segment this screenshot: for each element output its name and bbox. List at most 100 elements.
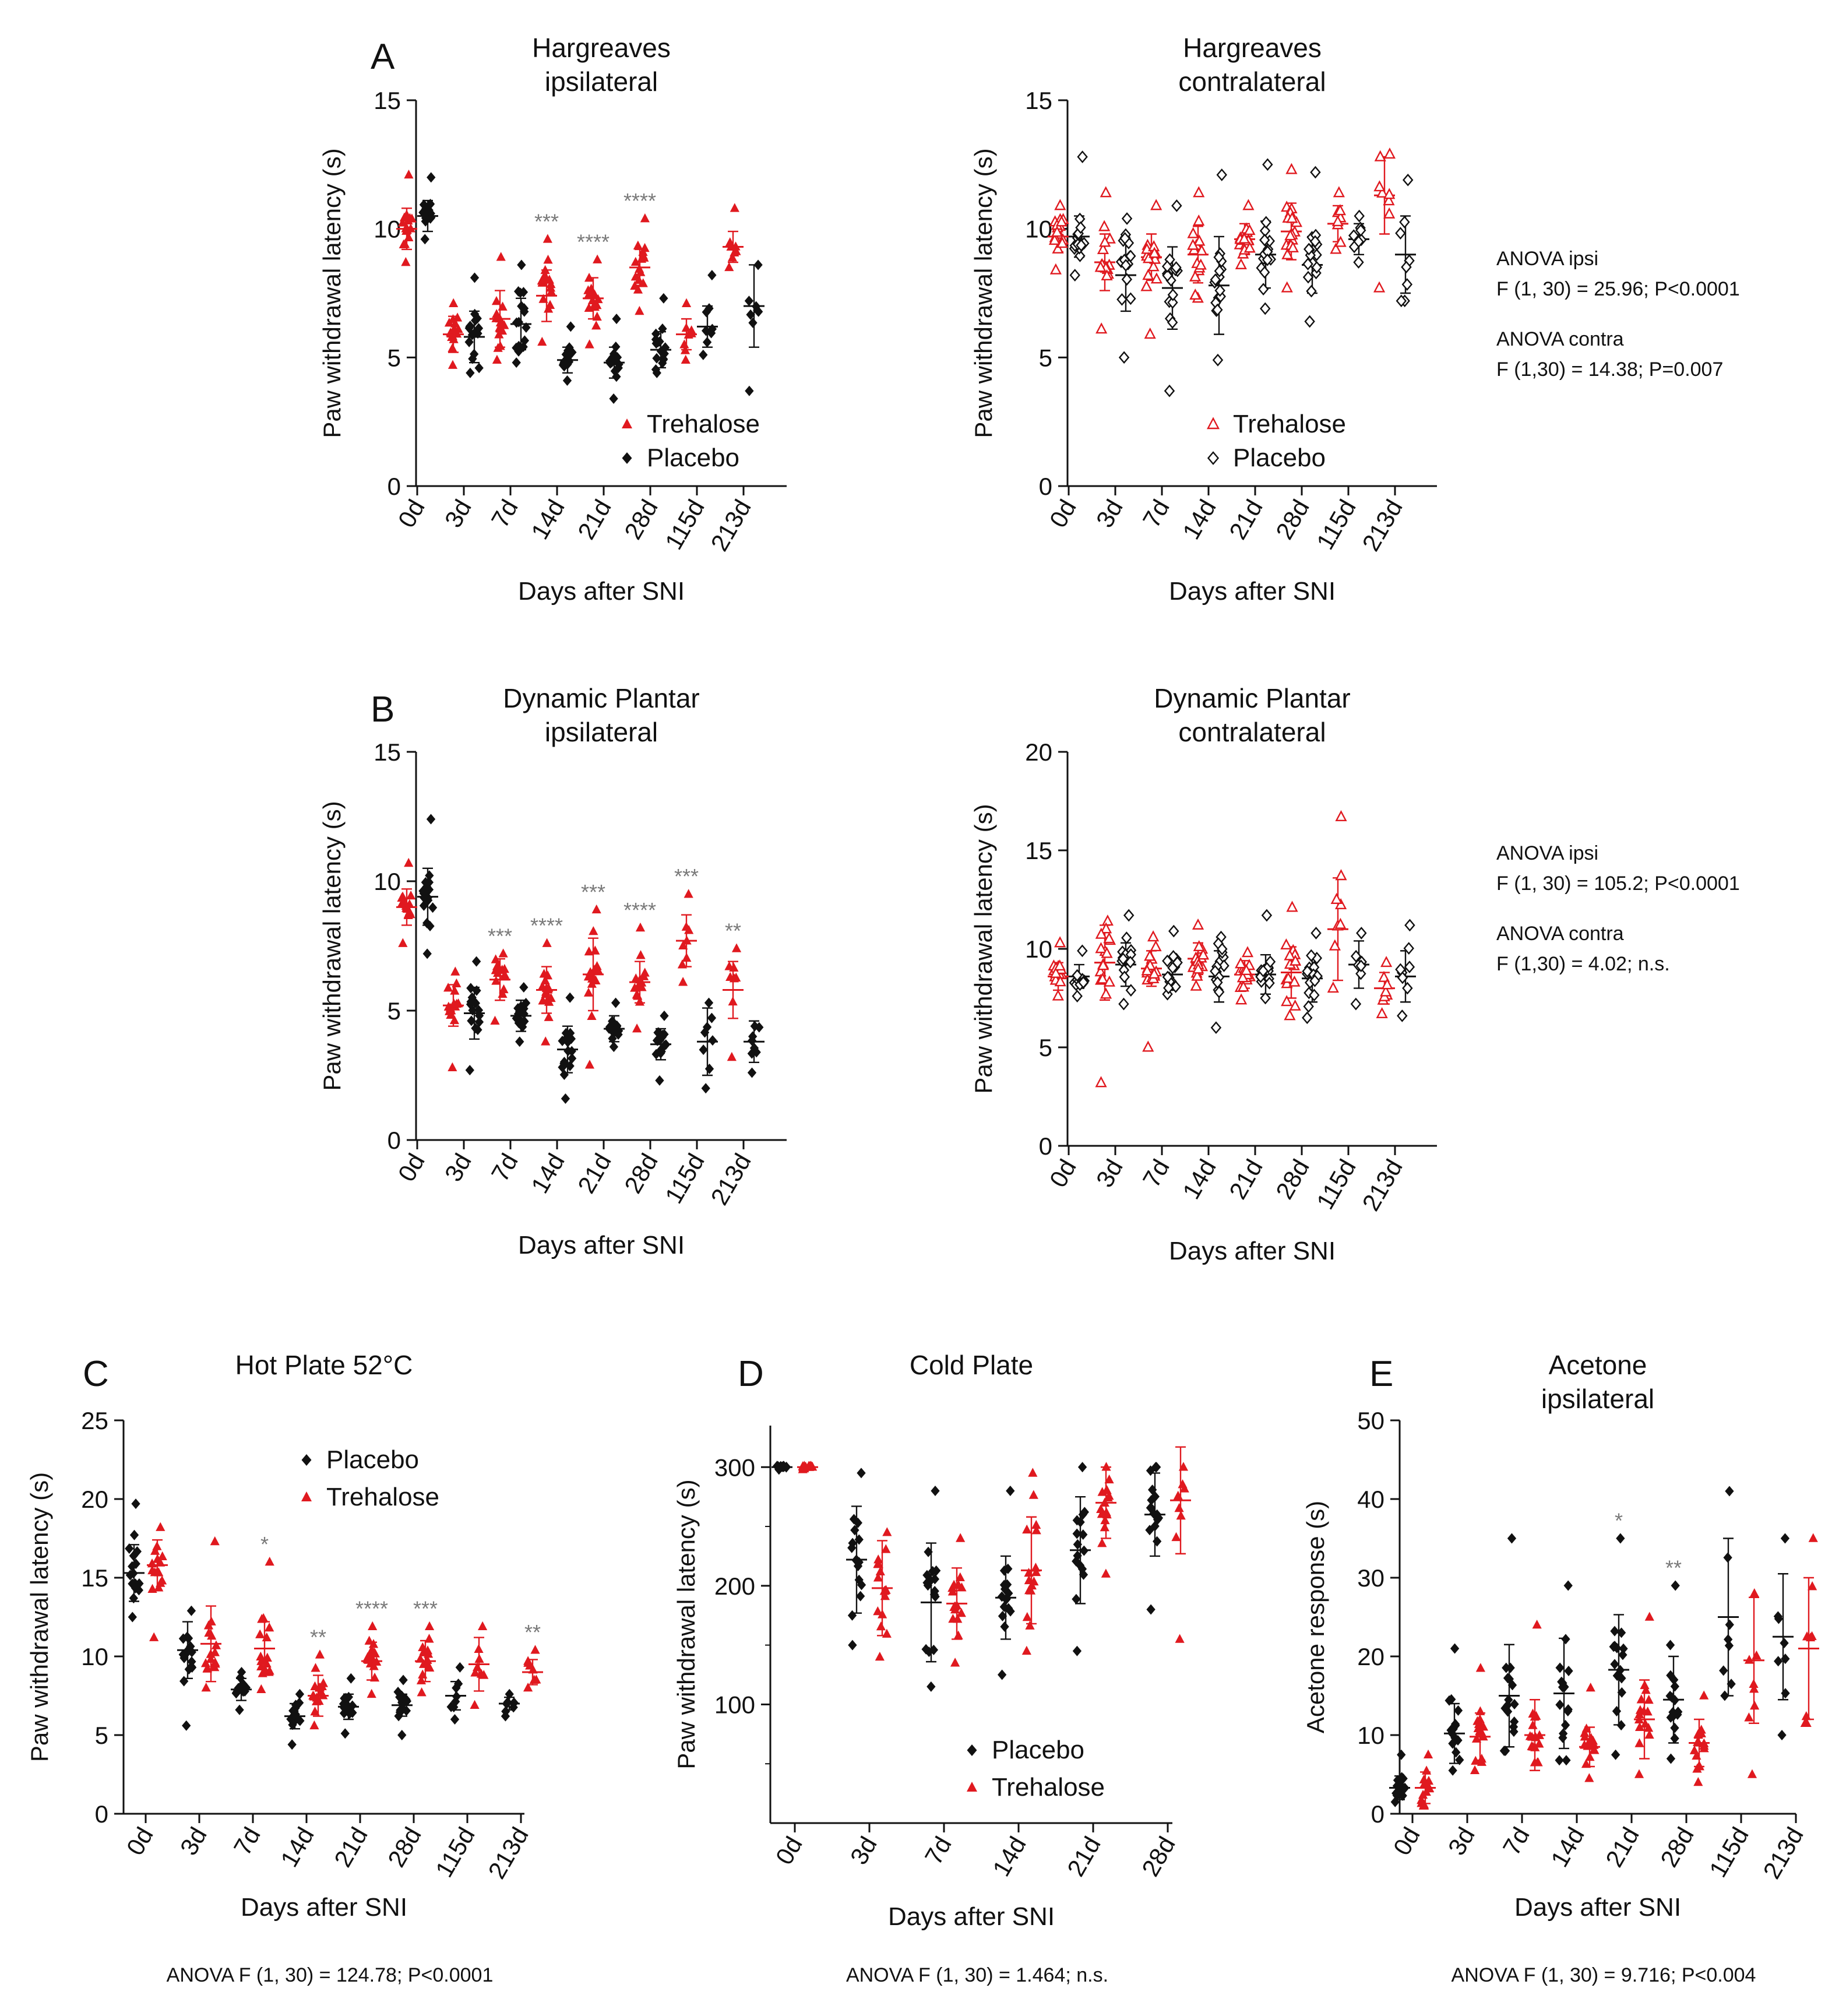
data-point <box>1303 242 1315 256</box>
data-point <box>1095 322 1108 334</box>
data-point <box>747 1048 756 1059</box>
data-point <box>1725 1486 1734 1497</box>
data-point <box>749 1043 759 1054</box>
significance-mark: **** <box>577 230 610 254</box>
data-point <box>415 1653 425 1663</box>
anova-ipsi-stat-A: F (1, 30) = 25.96; P<0.0001 <box>1496 278 1740 300</box>
data-point <box>257 1614 267 1623</box>
data-point <box>448 331 458 340</box>
data-point <box>1640 1680 1650 1690</box>
legend-marker <box>301 1454 312 1466</box>
legend-label: Trehalose <box>647 410 760 438</box>
data-point <box>997 1591 1007 1602</box>
data-point <box>1101 1485 1112 1494</box>
data-point <box>1374 150 1386 161</box>
legend-marker <box>622 418 632 428</box>
data-point <box>528 1665 538 1674</box>
data-point <box>1281 248 1294 259</box>
data-point <box>543 984 553 994</box>
data-point <box>633 240 643 250</box>
data-point <box>1125 249 1136 263</box>
data-point <box>426 814 436 825</box>
data-point <box>1144 328 1156 339</box>
data-point <box>1054 959 1066 971</box>
data-point <box>265 1622 274 1632</box>
data-point <box>1189 270 1202 282</box>
data-point <box>452 1691 462 1702</box>
data-point <box>422 917 432 928</box>
data-point <box>651 338 661 349</box>
data-point <box>341 1693 351 1704</box>
data-point <box>184 1664 193 1675</box>
data-point <box>857 1468 866 1479</box>
data-point <box>1635 1705 1645 1714</box>
data-point <box>515 1036 524 1047</box>
data-point <box>1780 1638 1789 1649</box>
data-point <box>1641 1685 1651 1694</box>
x-axis-label: Days after SNI <box>518 1231 685 1259</box>
data-point <box>1073 1550 1082 1561</box>
data-point <box>1380 956 1393 967</box>
data-point <box>1097 1538 1107 1547</box>
x-tick-label: 0d <box>1044 1155 1081 1192</box>
data-point <box>704 1063 714 1074</box>
data-point <box>1696 1728 1706 1737</box>
data-point <box>368 1639 379 1648</box>
legend-marker <box>1207 451 1220 465</box>
data-point <box>1383 188 1396 199</box>
data-point <box>682 935 692 945</box>
data-point <box>1586 1683 1595 1692</box>
data-point <box>132 1546 142 1557</box>
data-point <box>1561 1634 1570 1645</box>
data-point <box>878 1609 887 1619</box>
data-point <box>656 346 666 357</box>
data-point <box>1054 199 1066 210</box>
data-point <box>1146 1604 1155 1615</box>
data-point <box>186 1605 196 1616</box>
data-point <box>1801 1711 1811 1721</box>
x-tick-label: 7d <box>1498 1823 1535 1860</box>
data-point <box>128 1612 137 1623</box>
data-point <box>744 295 754 307</box>
data-point <box>465 1065 474 1076</box>
data-point <box>857 1579 866 1591</box>
data-point <box>503 1697 512 1708</box>
x-axis-label: Days after SNI <box>1169 577 1336 606</box>
data-point <box>584 946 594 956</box>
data-point <box>589 926 598 935</box>
data-point <box>468 353 477 364</box>
data-point <box>1150 272 1162 284</box>
data-point <box>466 983 475 994</box>
data-point <box>542 234 552 243</box>
data-point <box>256 1656 266 1665</box>
data-point <box>519 1008 529 1019</box>
data-point <box>636 950 646 959</box>
data-point <box>1723 1552 1732 1563</box>
data-point <box>956 1533 966 1542</box>
data-point <box>1100 1522 1109 1532</box>
data-point <box>1692 1750 1701 1760</box>
series-trehalose: ******* ***** <box>147 1522 543 1730</box>
data-point <box>660 1040 669 1051</box>
data-point <box>561 1028 571 1039</box>
data-point <box>1477 1753 1486 1763</box>
data-point <box>1533 1757 1542 1767</box>
data-point <box>1419 1799 1429 1809</box>
significance-mark: * <box>260 1532 269 1556</box>
data-point <box>1118 997 1129 1011</box>
data-point <box>262 1632 272 1642</box>
data-point <box>559 1069 569 1080</box>
data-point <box>1452 1747 1461 1758</box>
data-point <box>1475 1663 1485 1672</box>
data-point <box>470 1667 480 1677</box>
data-point <box>1080 1507 1089 1518</box>
data-point <box>1212 976 1223 989</box>
y-tick-label: 100 <box>714 1691 755 1718</box>
data-point <box>476 1669 487 1678</box>
data-point <box>1161 260 1173 273</box>
series-trehalose <box>797 1446 1191 1667</box>
data-point <box>727 1051 737 1061</box>
data-point <box>1329 939 1341 951</box>
data-point <box>1499 1746 1509 1756</box>
anova-note-B: ANOVA ipsi F (1, 30) = 105.2; P<0.0001 A… <box>1496 838 1740 979</box>
